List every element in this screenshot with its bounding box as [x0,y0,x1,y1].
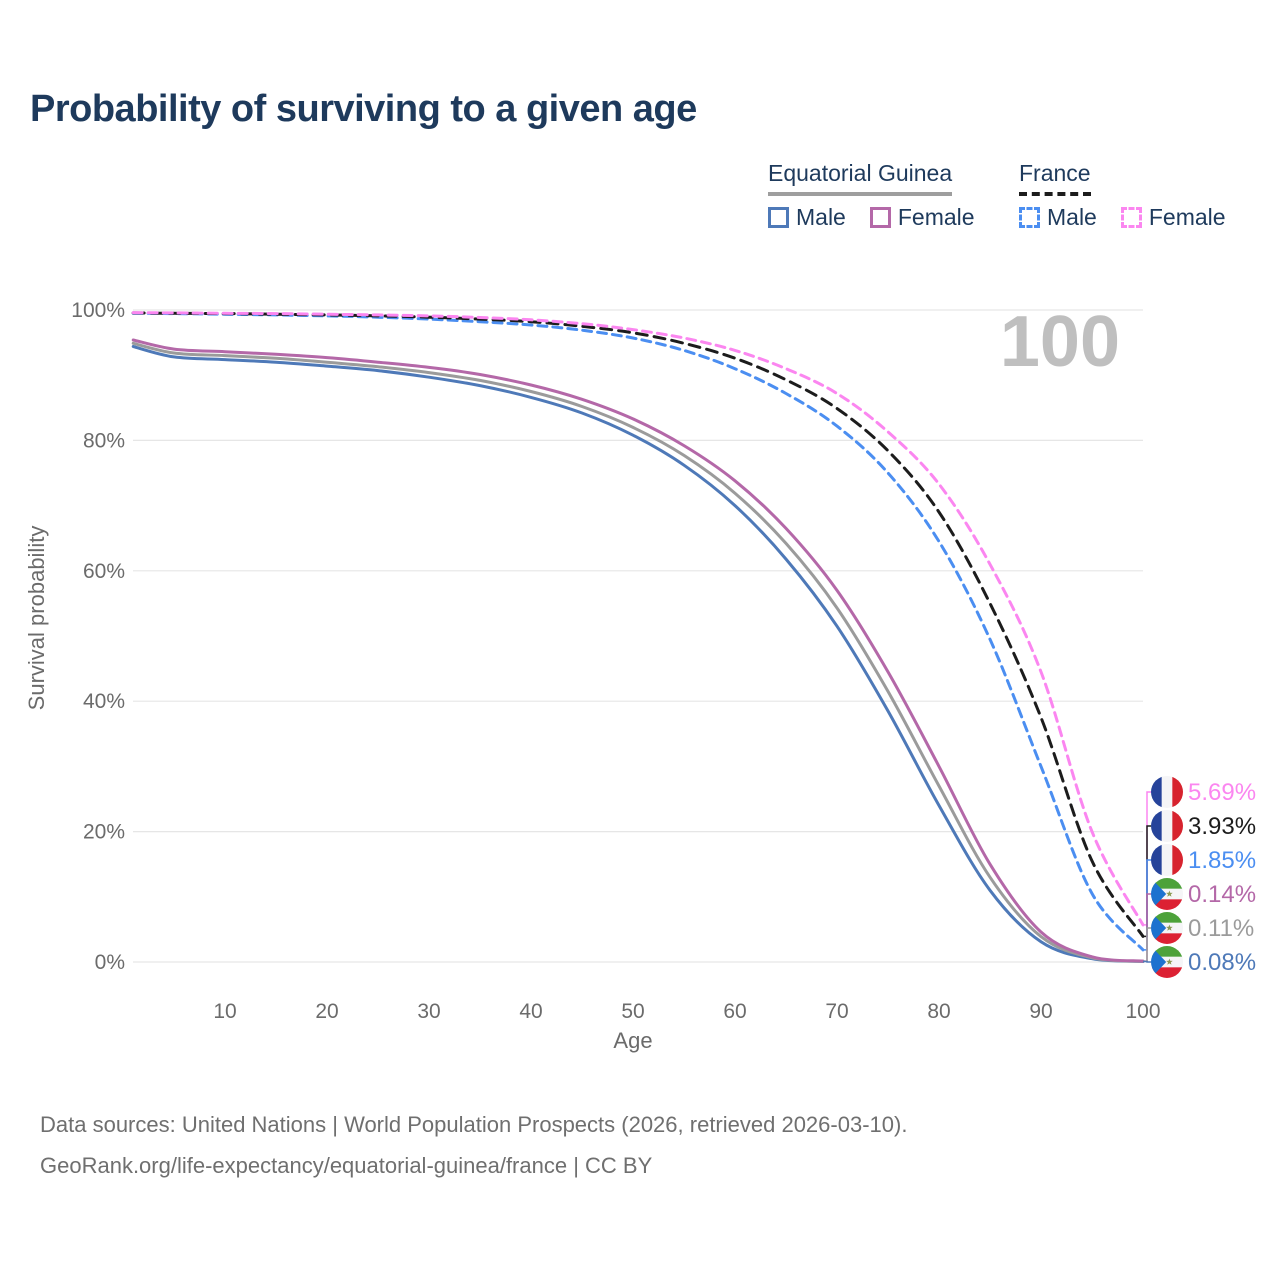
footer: Data sources: United Nations | World Pop… [40,1104,907,1186]
leader-line [1143,927,1151,963]
end-labels-layer: 5.69% 3.93% 1.85% 0.14% 0.11% 0.08% [1151,776,1256,978]
y-axis-title: Survival probability [24,526,49,711]
legend-item-label: Male [1047,204,1097,230]
curve-france-both-sexes [131,311,1145,938]
legend-items: Male Female [1019,204,1226,231]
y-tick-label: 80% [83,429,125,452]
end-label-france-male: 1.85% [1188,847,1256,874]
max-age-watermark: 100 [1000,302,1120,382]
legend-group-equatorial-guinea: Equatorial Guinea Male Female [768,160,975,231]
legend-item-label: Male [796,204,846,230]
legend-country-label[interactable]: Equatorial Guinea [768,160,953,196]
eg-male-swatch-icon [768,207,789,228]
data-sources-line: Data sources: United Nations | World Pop… [40,1112,908,1137]
legend-item-label: Female [1148,204,1226,230]
y-tick-label: 40% [83,690,125,713]
fr-female-swatch-icon [1120,207,1142,228]
leader-lines-layer [1143,791,1151,963]
legend-item-eg-male[interactable]: Male [768,204,846,231]
curve-equatorial-guinea-both-sexes [131,341,1145,963]
attribution-line[interactable]: GeoRank.org/life-expectancy/equatorial-g… [40,1153,653,1178]
end-label-equatorial-guinea-female: 0.14% [1188,881,1256,908]
curve-france-female [131,311,1145,927]
x-tick-label: 50 [621,1000,644,1023]
x-tick-label: 100 [1125,1000,1160,1023]
legend-item-fr-female[interactable]: Female [1120,204,1226,231]
end-label-equatorial-guinea-both-sexes: 0.11% [1188,915,1254,942]
equatorial-guinea-flag-icon [1151,912,1183,944]
leader-line [1143,960,1151,963]
curve-equatorial-guinea-female [131,338,1145,963]
equatorial-guinea-flag-icon [1151,946,1183,978]
france-flag-icon [1151,776,1183,808]
end-label-france-both-sexes: 3.93% [1188,813,1256,840]
end-label-equatorial-guinea-male: 0.08% [1188,949,1256,976]
x-tick-label: 60 [723,1000,746,1023]
x-tick-label: 90 [1029,1000,1052,1023]
x-tick-label: 40 [519,1000,542,1023]
x-tick-label: 30 [417,1000,440,1023]
curve-equatorial-guinea-male [131,345,1145,963]
equatorial-guinea-flag-icon [1151,878,1183,910]
france-flag-icon [1151,810,1183,842]
x-tick-label: 80 [927,1000,950,1023]
legend-country-label[interactable]: France [1019,160,1091,196]
page-title: Probability of surviving to a given age [30,88,697,130]
france-flag-icon [1151,844,1183,876]
eg-female-swatch-icon [869,207,891,228]
gridlines-layer [133,309,1143,963]
fr-male-swatch-icon [1019,207,1040,228]
legend-item-fr-male[interactable]: Male [1019,204,1097,231]
x-axis-title: Age [613,1028,652,1053]
y-tick-label: 20% [83,821,125,844]
x-tick-label: 10 [213,1000,236,1023]
legend-item-label: Female [897,204,975,230]
x-tick-label: 20 [315,1000,338,1023]
end-label-france-female: 5.69% [1188,779,1256,806]
curve-france-male [131,311,1145,952]
tick-labels-layer: 0% 20% 40% 60% 80% 100% 10 20 30 40 50 60 70 80 90 100 [71,299,1160,1023]
x-tick-label: 70 [825,1000,848,1023]
y-tick-label: 60% [83,560,125,583]
curves-layer [131,311,1145,963]
legend-items: Male Female [768,204,975,231]
legend-group-france: France Male Female [1019,160,1226,231]
y-tick-label: 0% [95,951,125,974]
y-tick-label: 100% [71,299,125,322]
legend-item-eg-female[interactable]: Female [869,204,975,231]
